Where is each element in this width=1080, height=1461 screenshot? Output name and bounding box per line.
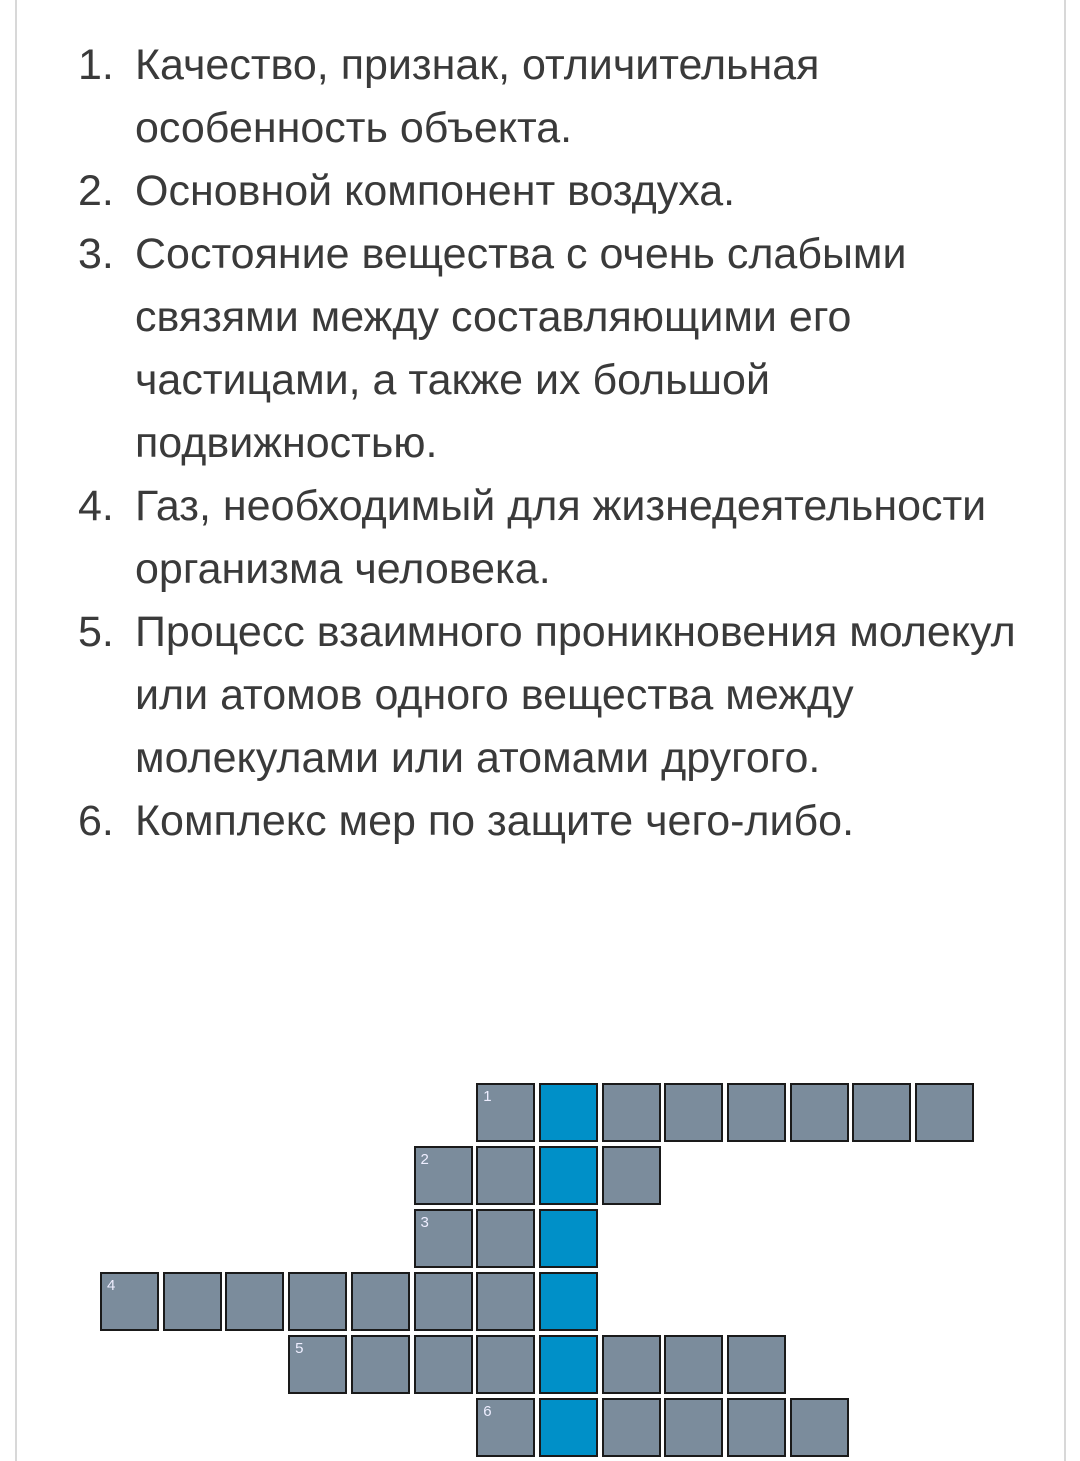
crossword-cell[interactable]	[476, 1335, 536, 1394]
clue-number-label: 1	[483, 1088, 492, 1105]
crossword-cell[interactable]	[538, 1209, 598, 1268]
crossword-cell[interactable]: 4	[100, 1272, 159, 1331]
crossword-cell[interactable]	[476, 1272, 536, 1331]
crossword-cell[interactable]	[476, 1209, 536, 1268]
clue-number-label: 6	[483, 1403, 492, 1420]
crossword-cell[interactable]	[350, 1335, 410, 1394]
crossword-cell[interactable]: 5	[288, 1335, 348, 1394]
crossword-cell[interactable]	[538, 1398, 598, 1457]
crossword-cell[interactable]	[601, 1398, 661, 1457]
crossword-cell[interactable]	[664, 1398, 724, 1457]
crossword-cell[interactable]: 6	[476, 1398, 536, 1457]
clue-item: 4. Газ, необходимый для жизнедеятельности…	[78, 482, 987, 593]
crossword-cell[interactable]	[601, 1335, 661, 1394]
crossword-cell[interactable]	[538, 1083, 598, 1142]
crossword-cell[interactable]	[538, 1146, 598, 1205]
crossword-cell[interactable]	[727, 1335, 786, 1394]
crossword-cell[interactable]	[727, 1083, 786, 1142]
crossword-cell[interactable]	[664, 1335, 724, 1394]
clue-item: 2. Основной компонент воздуха.	[78, 167, 736, 215]
crossword-cell[interactable]	[789, 1083, 849, 1142]
content-frame	[15, 0, 1066, 1461]
crossword-cell[interactable]	[350, 1272, 410, 1331]
crossword-cell[interactable]	[162, 1272, 222, 1331]
clue-number-label: 5	[295, 1340, 304, 1357]
crossword-cell[interactable]	[288, 1272, 348, 1331]
clue-item: 6. Комплекс мер по защите чего-либо.	[78, 797, 855, 845]
crossword-cell[interactable]: 3	[413, 1209, 473, 1268]
crossword-cell[interactable]	[915, 1083, 975, 1142]
crossword-cell[interactable]	[225, 1272, 285, 1331]
clue-number-label: 2	[420, 1151, 429, 1168]
crossword-cell[interactable]	[601, 1146, 661, 1205]
crossword-cell[interactable]	[413, 1272, 473, 1331]
clue-number-label: 3	[420, 1214, 429, 1231]
crossword-cell[interactable]	[789, 1398, 849, 1457]
clue-item: 3. Состояние вещества с очень слабыми свя…	[78, 230, 907, 467]
clue-item: 5. Процесс взаимного проникновения молеку…	[78, 608, 1016, 782]
crossword-cell[interactable]: 1	[476, 1083, 536, 1142]
crossword-cell[interactable]	[538, 1272, 598, 1331]
clue-number-label: 4	[107, 1277, 116, 1294]
crossword-cell[interactable]	[601, 1083, 661, 1142]
crossword-cell[interactable]	[538, 1335, 598, 1394]
clue-list: 1. Качество, признак, отличительная особе…	[78, 34, 1038, 853]
clue-item: 1. Качество, признак, отличительная особе…	[78, 41, 820, 152]
crossword-cell[interactable]	[852, 1083, 912, 1142]
crossword-cell[interactable]	[727, 1398, 786, 1457]
crossword-cell[interactable]	[413, 1335, 473, 1394]
crossword-cell[interactable]	[664, 1083, 724, 1142]
crossword-cell[interactable]	[476, 1146, 536, 1205]
crossword-cell[interactable]: 2	[413, 1146, 473, 1205]
